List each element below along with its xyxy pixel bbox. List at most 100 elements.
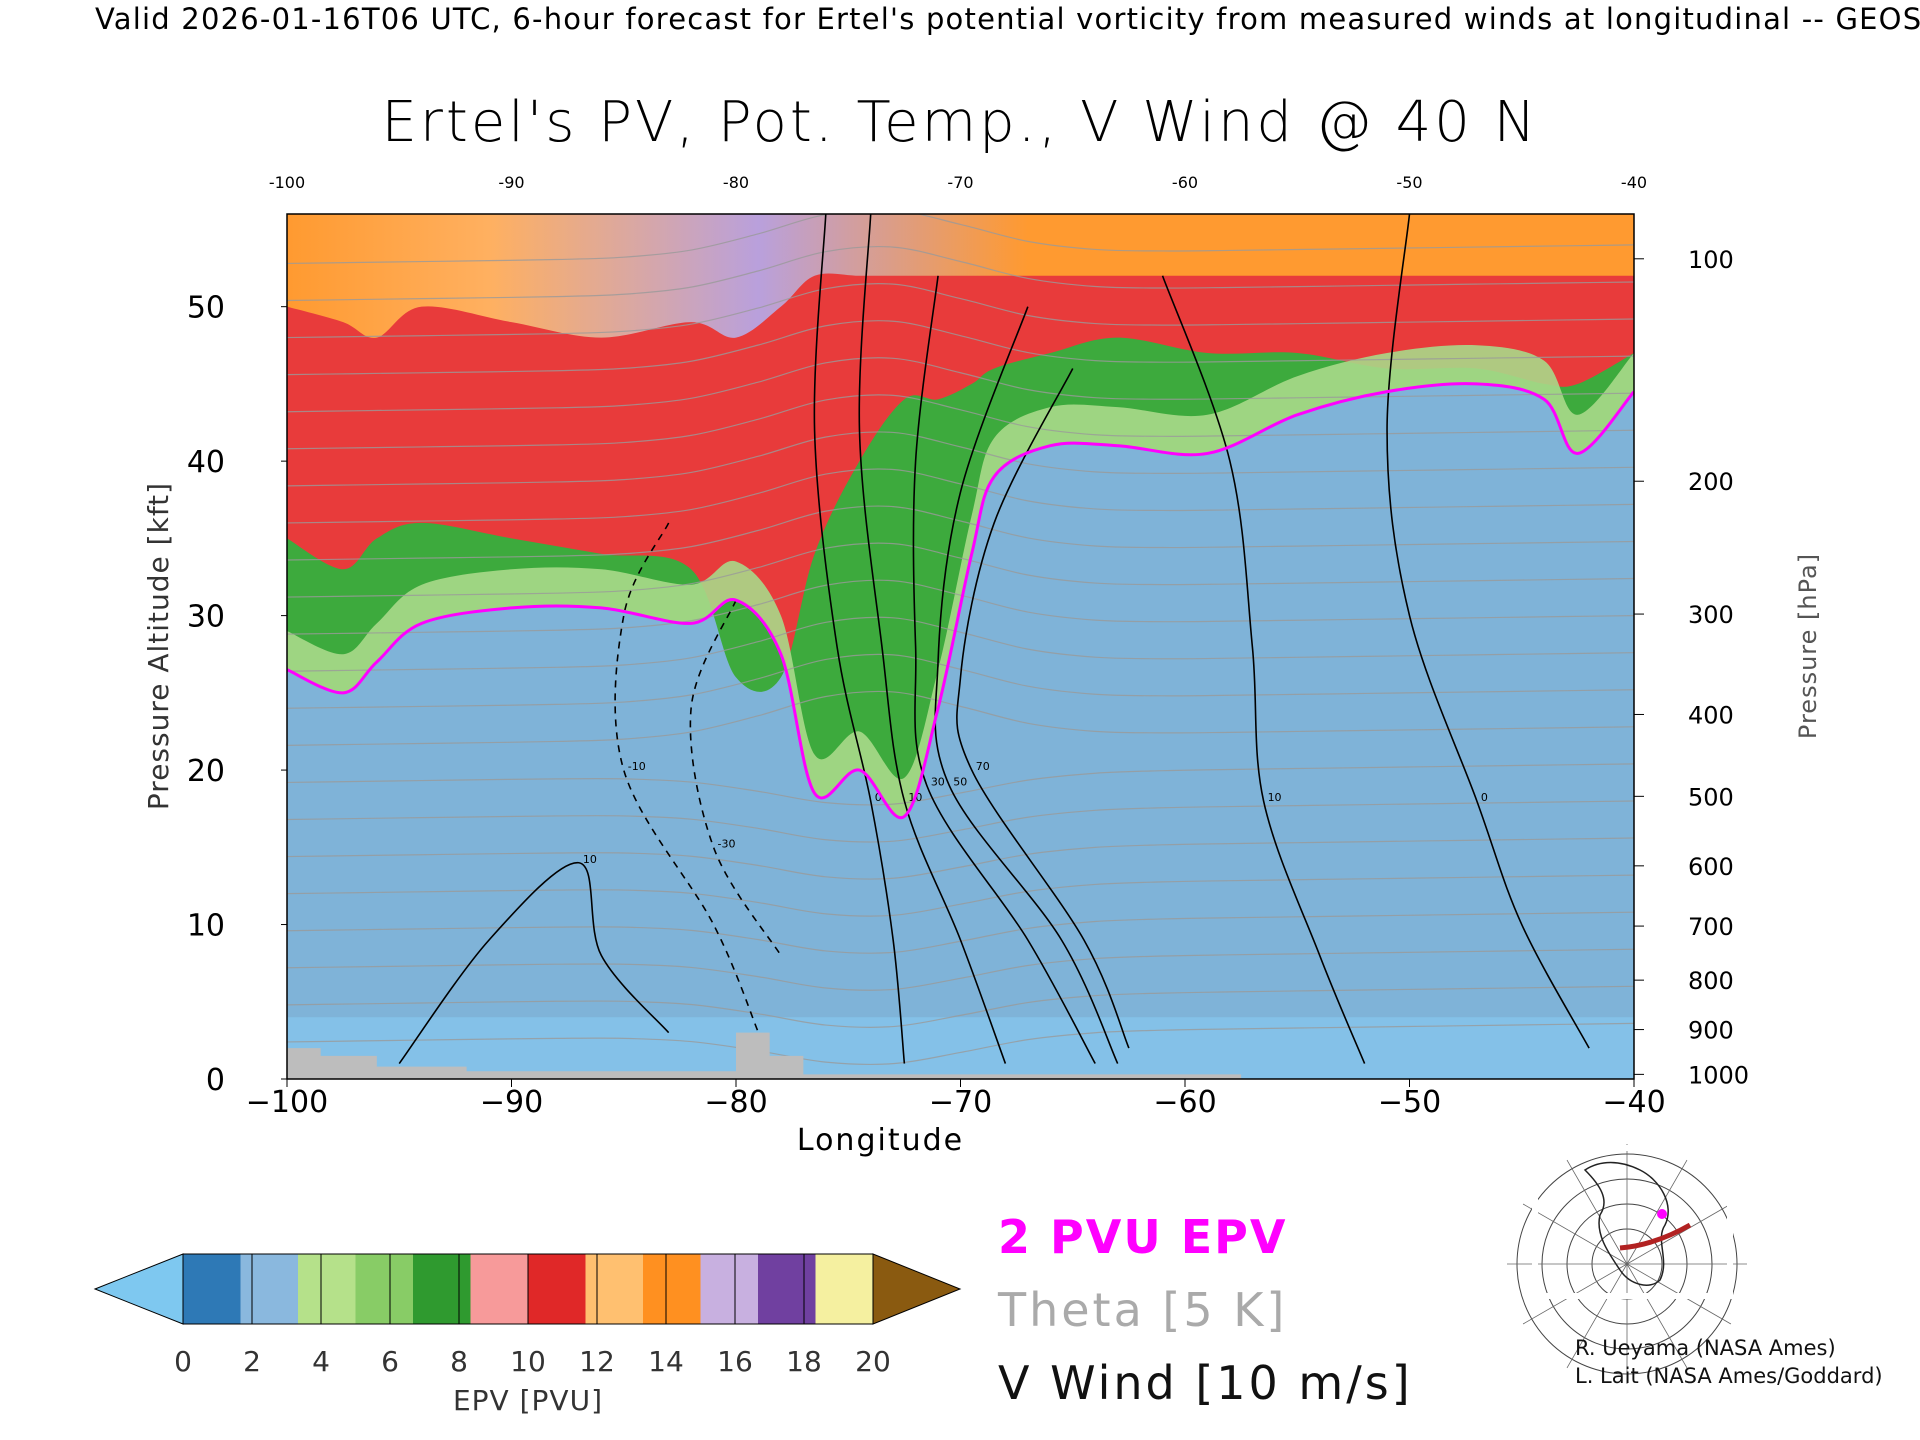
v-wind-contour-label: 30 (931, 776, 945, 789)
v-wind-contour-label: 0 (1481, 791, 1488, 804)
colorbar-swatch (355, 1254, 414, 1324)
pv-band-lightgreen (287, 345, 1634, 818)
theta-line (287, 579, 1634, 635)
pressure-tick-label: 500 (1688, 783, 1734, 811)
y-tick-label: 0 (206, 1063, 225, 1098)
pressure-tick-label: 600 (1688, 853, 1734, 881)
colorbar-swatch (183, 1254, 241, 1324)
theta-line (287, 283, 1634, 339)
colorbar-swatch (470, 1254, 529, 1324)
top-tick-label: -70 (947, 173, 973, 192)
theta-line (287, 214, 1634, 265)
legend-pvu: 2 PVU EPV (998, 1210, 1288, 1264)
colorbar-swatch (643, 1254, 701, 1324)
epv-colorbar: 0 2 4 6 8 10 12 14 16 18 20 EPV [PVU] (93, 1253, 962, 1417)
meridian-line (1566, 1159, 1628, 1265)
inset-map-border (1532, 1145, 1733, 1299)
theta-line (287, 837, 1634, 880)
colorbar-tick-label: 18 (786, 1345, 822, 1378)
top-tick-label: -40 (1621, 173, 1647, 192)
v-wind-contour (1386, 214, 1590, 1049)
meridian-line (1626, 1263, 1688, 1369)
theta-line (287, 357, 1634, 413)
legend-theta: Theta [5 K] (998, 1283, 1288, 1337)
colorbar-swatch (758, 1254, 816, 1324)
colorbar-tick-label: 14 (648, 1345, 684, 1378)
v-wind-contour (614, 522, 760, 1033)
colorbar-swatch (815, 1254, 874, 1324)
v-wind-contour-label: 10 (583, 853, 597, 866)
theta-line (287, 1022, 1634, 1066)
x-tick-label: −60 (1153, 1085, 1216, 1120)
theta-line (287, 985, 1634, 1028)
top-tick-label: -90 (498, 173, 524, 192)
theta-line (287, 616, 1634, 672)
top-tick-label: -50 (1396, 173, 1422, 192)
top-tick-label: -60 (1172, 173, 1198, 192)
theta-line (287, 505, 1634, 561)
tropopause-2pvu-line (287, 382, 1634, 820)
colorbar-swatch (585, 1254, 644, 1324)
pressure-tick-label: 700 (1688, 913, 1734, 941)
v-wind-contour (934, 306, 1119, 1064)
colorbar-swatch (700, 1254, 759, 1324)
pressure-tick-label: 100 (1688, 246, 1734, 274)
pressure-tick-label: 400 (1688, 701, 1734, 729)
colorbar-tick-label: 10 (510, 1345, 546, 1378)
x-tick-label: −70 (929, 1085, 992, 1120)
pressure-tick-label: 1000 (1688, 1061, 1749, 1089)
pv-band-lightblue (287, 1017, 1634, 1079)
continent-outline (1583, 1161, 1669, 1286)
colorbar-tick-label: 0 (174, 1345, 192, 1378)
v-wind-contour (912, 275, 1096, 1064)
colorbar-tick-label: 16 (717, 1345, 753, 1378)
v-wind-contour-label: 10 (1268, 791, 1282, 804)
theta-line (287, 542, 1634, 598)
theta-line (287, 468, 1634, 524)
v-wind-contour-label: 70 (976, 760, 990, 773)
colorbar-tick-label: 4 (312, 1345, 330, 1378)
y-axis-label-left: Pressure Altitude [kft] (142, 482, 175, 810)
legend-wind: V Wind [10 m/s] (998, 1356, 1413, 1410)
colorbar-swatch (298, 1254, 356, 1324)
meridian-line (1626, 1203, 1732, 1265)
theta-line (287, 763, 1634, 806)
chart-title: Ertel's PV, Pot. Temp., V Wind @ 40 N (381, 90, 1539, 155)
colorbar-tick-label: 2 (243, 1345, 261, 1378)
v-wind-contour (1161, 275, 1366, 1064)
inset-location-marker (1657, 1209, 1667, 1219)
v-wind-contour (956, 368, 1130, 1049)
theta-line (287, 800, 1634, 843)
y-tick-label: 10 (187, 909, 225, 944)
pressure-tick-label: 900 (1688, 1017, 1734, 1045)
credit-line-1: R. Ueyama (NASA Ames) (1575, 1336, 1836, 1360)
y-axis-label-right: Pressure [hPa] (1794, 553, 1822, 739)
v-wind-contour-label: -30 (718, 837, 736, 850)
pressure-tick-label: 300 (1688, 601, 1734, 629)
v-wind-contour (398, 861, 670, 1065)
colorbar-tick-label: 12 (579, 1345, 615, 1378)
top-tick-label: -100 (269, 173, 305, 192)
top-tick-label: -80 (723, 173, 749, 192)
x-tick-label: −50 (1378, 1085, 1441, 1120)
ground-mask (287, 1032, 1242, 1079)
theta-line (287, 245, 1634, 302)
colorbar-high-arrow (872, 1253, 962, 1325)
pressure-tick-label: 800 (1688, 967, 1734, 995)
v-wind-contour (858, 214, 1007, 1064)
v-wind-contour-label: 50 (953, 776, 967, 789)
v-wind-contour (813, 214, 906, 1064)
theta-line (287, 320, 1634, 376)
theta-line (287, 948, 1634, 991)
colorbar-tick-label: 20 (855, 1345, 891, 1378)
colorbar-low-arrow (93, 1253, 184, 1325)
y-tick-label: 20 (187, 754, 225, 789)
v-wind-contour-label: 0 (875, 791, 882, 804)
v-wind-contour (689, 599, 782, 956)
x-tick-label: −90 (480, 1085, 543, 1120)
colorbar-tick-label: 6 (381, 1345, 399, 1378)
x-tick-label: −40 (1602, 1085, 1665, 1120)
pressure-tick-label: 200 (1688, 468, 1734, 496)
